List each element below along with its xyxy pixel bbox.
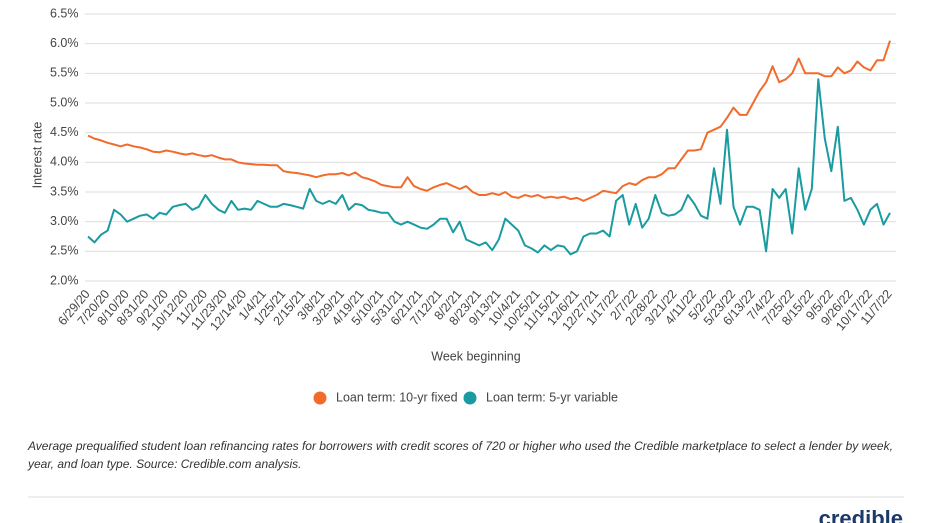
y-tick-label: 5.0% bbox=[50, 95, 79, 109]
y-tick-label: 4.5% bbox=[50, 125, 79, 139]
line bbox=[87, 78, 891, 256]
y-tick-label: 6.5% bbox=[50, 6, 79, 20]
y-tick-label: 4.0% bbox=[50, 155, 79, 169]
legend-marker bbox=[313, 391, 327, 405]
legend-label: Loan term: 5-yr variable bbox=[486, 390, 618, 404]
caption: Average prequalified student loan refina… bbox=[28, 439, 893, 471]
y-tick-label: 6.0% bbox=[50, 36, 79, 50]
x-axis-label: Week beginning bbox=[431, 349, 520, 363]
y-tick-label: 2.5% bbox=[50, 244, 79, 258]
y-tick-label: 2.0% bbox=[50, 273, 79, 287]
y-tick-label: 3.0% bbox=[50, 214, 79, 228]
y-tick-label: 3.5% bbox=[50, 184, 79, 198]
y-axis-label: Interest rate bbox=[30, 122, 44, 189]
y-tick-label: 5.5% bbox=[50, 66, 79, 80]
legend-marker bbox=[463, 391, 477, 405]
legend-label: Loan term: 10-yr fixed bbox=[336, 390, 458, 404]
logo: credible bbox=[819, 506, 903, 523]
line bbox=[87, 40, 891, 202]
